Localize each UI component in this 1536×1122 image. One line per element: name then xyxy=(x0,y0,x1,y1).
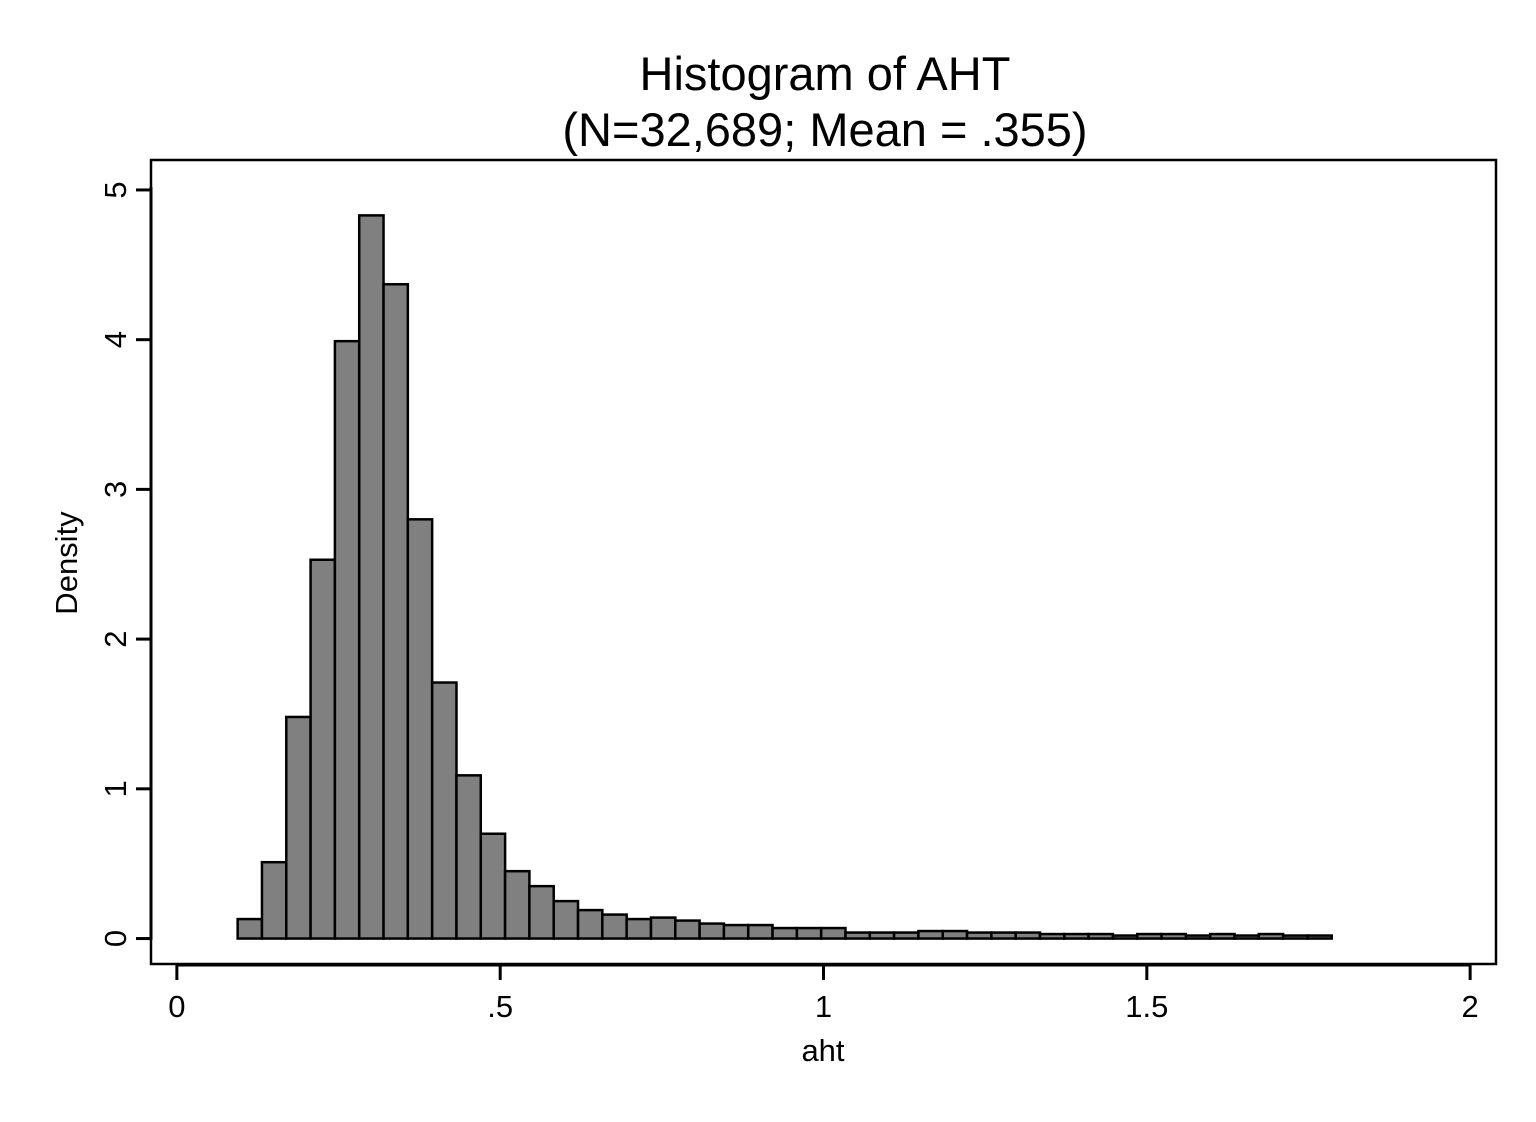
histogram-bar xyxy=(1087,932,1115,940)
histogram-bar xyxy=(795,926,823,940)
x-tick-label: 2 xyxy=(1462,989,1479,1024)
y-axis-ticks: 0 1 2 3 4 5 xyxy=(98,181,151,947)
histogram-bar xyxy=(260,860,288,940)
y-tick-label: 1 xyxy=(98,780,133,797)
histogram-bar xyxy=(285,715,312,940)
histogram-bar xyxy=(1208,932,1236,940)
histogram-bar xyxy=(576,908,604,940)
y-axis-title: Density xyxy=(49,511,84,615)
histogram-bar xyxy=(333,339,361,940)
histogram-bar xyxy=(406,518,434,940)
x-axis-ticks: 0 .5 1 1.5 2 xyxy=(168,965,1479,1024)
histogram-bar xyxy=(649,916,677,940)
histogram-bar xyxy=(771,926,799,940)
histogram-bar xyxy=(917,929,944,940)
histogram-bar xyxy=(1160,932,1188,940)
histogram-bar xyxy=(892,931,920,940)
histogram-bar xyxy=(601,913,628,940)
histogram-bar xyxy=(990,931,1017,940)
histogram-bar xyxy=(1306,934,1333,940)
histogram-bar xyxy=(746,923,774,940)
histogram-bar xyxy=(868,931,896,940)
histogram-bar xyxy=(698,922,726,940)
x-tick-label: .5 xyxy=(487,989,513,1024)
histogram-bar xyxy=(1136,932,1163,940)
x-tick-label: 0 xyxy=(168,989,185,1024)
histogram-bar xyxy=(503,869,531,940)
chart-subtitle: (N=32,689; Mean = .355) xyxy=(562,103,1088,156)
y-tick-label: 4 xyxy=(98,331,133,348)
y-tick-label: 5 xyxy=(98,181,133,198)
histogram-bar xyxy=(844,931,872,940)
histogram-bar xyxy=(430,681,458,940)
histogram-bar xyxy=(965,931,993,940)
y-tick-label: 3 xyxy=(98,481,133,498)
histogram-bar xyxy=(1038,932,1066,940)
histogram-bar xyxy=(1014,931,1042,940)
histogram-bar xyxy=(941,929,969,940)
histogram-bar xyxy=(236,917,264,940)
histogram-bar xyxy=(357,214,385,940)
histogram-bar xyxy=(552,899,580,940)
histogram-bar xyxy=(1111,934,1139,940)
histogram-bar xyxy=(1257,932,1285,940)
y-tick-label: 0 xyxy=(98,930,133,947)
chart-title: Histogram of AHT xyxy=(639,47,1011,100)
x-axis-title: aht xyxy=(801,1033,844,1068)
histogram-bar xyxy=(1063,932,1090,940)
histogram-bar xyxy=(1233,934,1261,940)
histogram-bar xyxy=(382,283,410,940)
histogram-bar xyxy=(625,917,653,940)
histogram-bar xyxy=(309,558,337,940)
histogram-bar xyxy=(674,919,701,940)
histogram-bar xyxy=(819,926,847,940)
histogram-bar xyxy=(1281,934,1309,940)
histogram-bar xyxy=(479,832,507,940)
y-tick-label: 2 xyxy=(98,630,133,647)
x-tick-label: 1 xyxy=(815,989,832,1024)
histogram-bar xyxy=(722,923,750,940)
histogram-bars xyxy=(236,214,1333,940)
histogram-bar xyxy=(455,774,483,940)
x-tick-label: 1.5 xyxy=(1125,989,1168,1024)
histogram-bar xyxy=(1184,934,1212,940)
histogram-bar xyxy=(528,884,555,940)
